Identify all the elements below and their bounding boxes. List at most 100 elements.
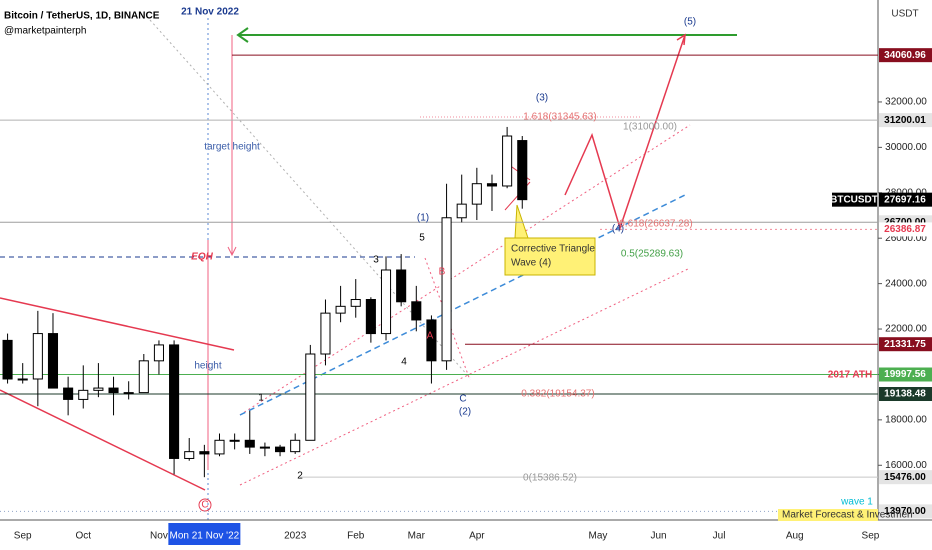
annotation: height [194, 361, 221, 372]
candle-body [214, 439, 225, 455]
annotation: target height [204, 142, 260, 153]
x-tick-label: Apr [469, 531, 485, 542]
candle-body [365, 299, 376, 335]
candle-body [17, 378, 28, 381]
x-tick-label: Sep [14, 531, 32, 542]
candle-body [471, 183, 482, 205]
channel-bottom [239, 267, 691, 486]
x-tick-label: Oct [75, 531, 91, 542]
annotation: 1(31000.00) [623, 122, 677, 133]
price-tag-label: 19138.48 [884, 389, 926, 400]
candle-body [335, 305, 346, 314]
arrow-head [676, 33, 686, 46]
candle-body [350, 299, 361, 307]
price-axis [878, 0, 932, 550]
candle-body [169, 344, 180, 459]
candle-body [78, 389, 89, 400]
annotation: 2017 ATH [828, 370, 872, 381]
x-tick-label: May [588, 531, 607, 542]
callout [504, 204, 596, 276]
price-tag-label: 34060.96 [884, 50, 926, 61]
annotation: A [427, 331, 434, 342]
annotation: (4) [612, 224, 624, 235]
y-tick-label: 26000.00 [885, 233, 927, 244]
arrow-head [227, 246, 237, 257]
candle-body [2, 339, 13, 380]
candle-body [244, 439, 255, 448]
candle-body [290, 439, 301, 453]
y-tick-label: 18000.00 [885, 415, 927, 426]
annotation: (2) [459, 407, 471, 418]
annotation: Market Forecast & Investmen [782, 510, 913, 521]
candle-body [441, 217, 452, 362]
annotation: (1) [417, 213, 429, 224]
candle-body [259, 446, 270, 449]
candle-body [396, 269, 407, 303]
badge [778, 509, 878, 521]
candle-body [199, 451, 210, 455]
candle-body [32, 333, 43, 380]
candle-body [47, 333, 59, 389]
candle-body [411, 301, 422, 321]
annotation: EQH [191, 252, 213, 263]
candle-body [229, 439, 240, 442]
annotation: 2 [297, 471, 303, 482]
y-tick-label: 22000.00 [885, 324, 927, 335]
annotation: 5 [419, 233, 425, 244]
annotation: 0.5(25289.63) [621, 249, 683, 260]
annotation: 0(15386.52) [523, 473, 577, 484]
price-tag-label: 13970.00 [884, 506, 926, 517]
channel-top [239, 124, 691, 416]
candle-body [108, 387, 119, 394]
x-tick-label: Feb [347, 531, 365, 542]
candle-body [456, 203, 467, 219]
price-tag-label: 21331.75 [884, 339, 926, 350]
price-tag [879, 337, 932, 352]
axis-label: USDT [891, 9, 918, 20]
annotation: Wave (4) [511, 258, 551, 269]
price-tag [879, 192, 932, 207]
annotation: (5) [684, 17, 696, 28]
crosshair-label-bg [168, 523, 241, 545]
price-tag-label: 31200.01 [884, 115, 926, 126]
annotation: 0.618(26637.28) [619, 219, 692, 230]
chart-title: Bitcoin / TetherUS, 1D, BINANCE [4, 11, 160, 22]
candle-body [380, 269, 392, 335]
x-tick-label: 2023 [284, 531, 307, 542]
projection [564, 34, 686, 231]
price-tag [879, 113, 932, 128]
subtitle: @marketpainterph [4, 26, 86, 37]
annotation: 0.382(19154.37) [521, 389, 594, 400]
price-tag [879, 367, 932, 382]
price-tag [879, 470, 932, 485]
x-tick-label: Jun [650, 531, 666, 542]
y-tick-label: 30000.00 [885, 142, 927, 153]
price-tag-label: 19997.56 [884, 369, 926, 380]
price-tag [879, 48, 932, 63]
price-tag-label: 27697.16 [884, 194, 926, 205]
x-tick-label: Nov [150, 531, 168, 542]
candle-body [153, 344, 164, 362]
candle-body [486, 183, 498, 187]
x-tick-label: Mon 21 Nov '22 [169, 531, 239, 542]
annotation: Corrective Triangle [511, 244, 595, 255]
candle-body [93, 387, 104, 391]
y-tick-label: 32000.00 [885, 97, 927, 108]
annotation: C [459, 394, 466, 405]
price-tag [879, 387, 932, 402]
price-tag [879, 504, 932, 519]
price-tag [879, 222, 932, 237]
candle-body [305, 353, 316, 441]
wedge-bottom [0, 389, 206, 491]
x-tick-label: Jul [713, 531, 726, 542]
annotation: 1 [258, 393, 264, 404]
annotation: (3) [536, 93, 548, 104]
candle-body [320, 312, 331, 355]
arrow-head [236, 27, 249, 43]
series-name: BTCUSDT [830, 194, 878, 205]
annotation: wave 1 [840, 497, 873, 508]
x-tick-label: Aug [786, 531, 804, 542]
y-tick-label: 16000.00 [885, 460, 927, 471]
